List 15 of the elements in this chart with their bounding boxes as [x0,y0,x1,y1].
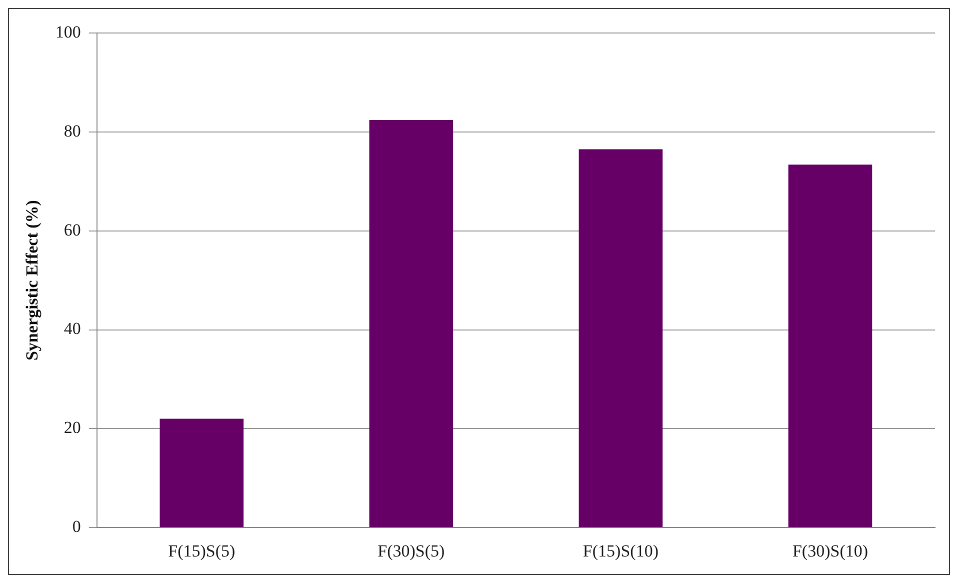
bar [578,149,663,528]
x-tick-label: F(30)S(5) [378,541,445,560]
y-tick-label: 0 [72,517,81,536]
y-axis-title: Synergistic Effect (%) [22,200,42,361]
y-tick-label: 60 [64,220,81,240]
y-tick-label: 40 [64,319,81,338]
y-tick-label: 80 [64,121,81,140]
y-tick-label: 20 [64,418,81,438]
bar [788,164,872,528]
bar [160,418,244,528]
bar [369,120,454,528]
x-tick-label: F(15)S(10) [582,541,658,560]
x-tick-label: F(30)S(10) [792,541,868,560]
y-tick-label: 100 [55,22,81,42]
x-tick-label: F(15)S(5) [168,541,236,560]
